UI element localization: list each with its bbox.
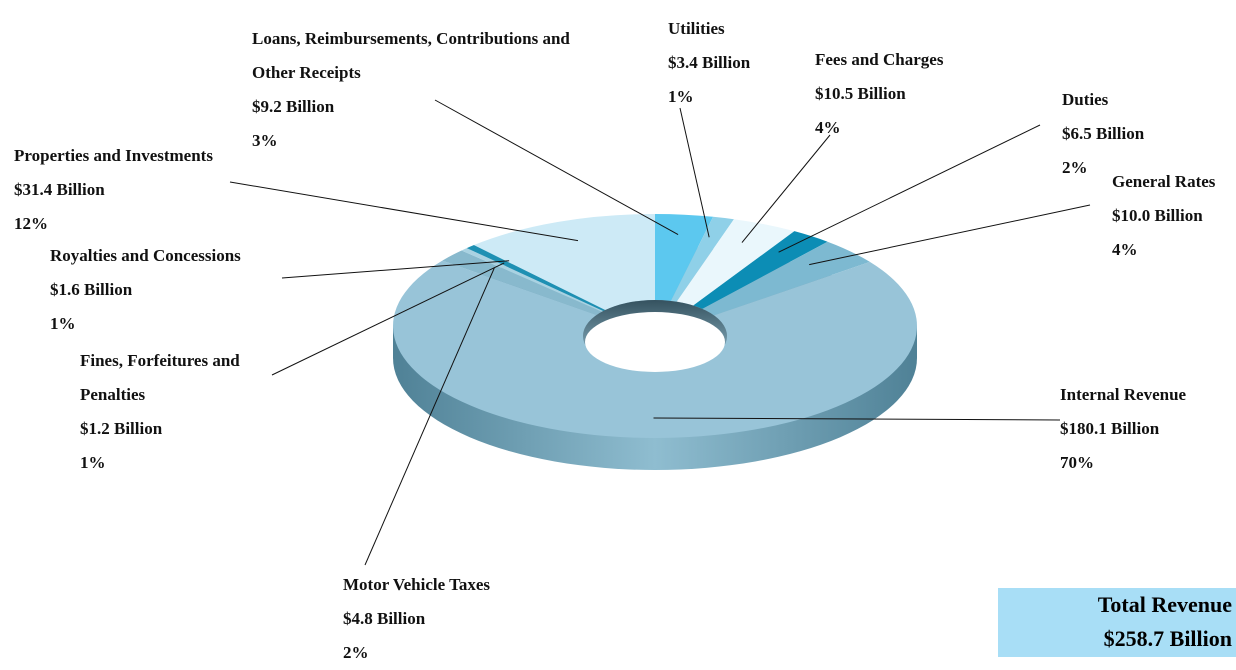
slice (442, 250, 602, 315)
category-label: Duties (1062, 90, 1109, 109)
category-label: Internal Revenue (1060, 385, 1187, 404)
category-label: Utilities (668, 19, 725, 38)
value-label: $4.8 Billion (343, 609, 426, 628)
slice-label: Fines, Forfeitures and Penalties $1.2 Bil… (80, 344, 280, 480)
leader-line (653, 417, 1061, 421)
slice (676, 219, 795, 306)
leader-line (229, 181, 579, 242)
leader-line (281, 260, 510, 279)
percent-label: 1% (50, 314, 76, 333)
value-label: $9.2 Billion (252, 97, 335, 116)
slice-label: Motor Vehicle Taxes $4.8 Billion 2% (343, 568, 543, 670)
value-label: $10.5 Billion (815, 84, 906, 103)
leader-line (434, 99, 679, 236)
percent-label: 2% (1062, 158, 1088, 177)
value-label: $180.1 Billion (1060, 419, 1160, 438)
slice-label: Internal Revenue $180.1 Billion 70% (1060, 378, 1230, 480)
leader-line (364, 267, 495, 566)
total-value: $258.7 Billion (1103, 626, 1232, 651)
category-label: Fees and Charges (815, 50, 944, 69)
slice (655, 214, 714, 301)
slice-label: Properties and Investments $31.4 Billion 1… (14, 139, 254, 241)
slice (670, 216, 734, 302)
percent-label: 4% (815, 118, 841, 137)
value-label: $1.2 Billion (80, 419, 163, 438)
slice (474, 214, 655, 310)
slice (393, 260, 918, 439)
slice-label: Fees and Charges $10.5 Billion 4% (815, 43, 975, 145)
slice-label: Royalties and Concessions $1.6 Billion 1% (50, 239, 290, 341)
slice (693, 231, 828, 309)
value-label: $6.5 Billion (1062, 124, 1145, 143)
value-label: $31.4 Billion (14, 180, 105, 199)
percent-label: 3% (252, 131, 278, 150)
category-label: Royalties and Concessions (50, 246, 241, 265)
total-label: Total Revenue (1097, 592, 1232, 617)
percent-label: 70% (1060, 453, 1094, 472)
percent-label: 1% (668, 87, 694, 106)
leader-line (778, 124, 1041, 253)
category-label: Fines, Forfeitures and Penalties (80, 351, 240, 404)
total-box: Total Revenue $258.7 Billion (998, 588, 1236, 657)
percent-label: 2% (343, 643, 369, 662)
leader-line (679, 107, 710, 238)
category-label: General Rates (1112, 172, 1216, 191)
percent-label: 12% (14, 214, 48, 233)
leader-line (271, 262, 505, 376)
percent-label: 4% (1112, 240, 1138, 259)
category-label: Loans, Reimbursements, Contributions and… (252, 29, 570, 82)
category-label: Properties and Investments (14, 146, 213, 165)
category-label: Motor Vehicle Taxes (343, 575, 491, 594)
slice-label: General Rates $10.0 Billion 4% (1112, 165, 1236, 267)
slice-label: Loans, Reimbursements, Contributions and… (252, 22, 592, 158)
percent-label: 1% (80, 453, 106, 472)
slice-label: Duties $6.5 Billion 2% (1062, 83, 1212, 185)
slice-label: Utilities $3.4 Billion 1% (668, 12, 808, 114)
value-label: $1.6 Billion (50, 280, 133, 299)
leader-line (809, 204, 1091, 266)
donut-hole (585, 312, 725, 372)
slice (461, 248, 604, 312)
value-label: $3.4 Billion (668, 53, 751, 72)
leader-line (741, 134, 831, 243)
value-label: $10.0 Billion (1112, 206, 1203, 225)
